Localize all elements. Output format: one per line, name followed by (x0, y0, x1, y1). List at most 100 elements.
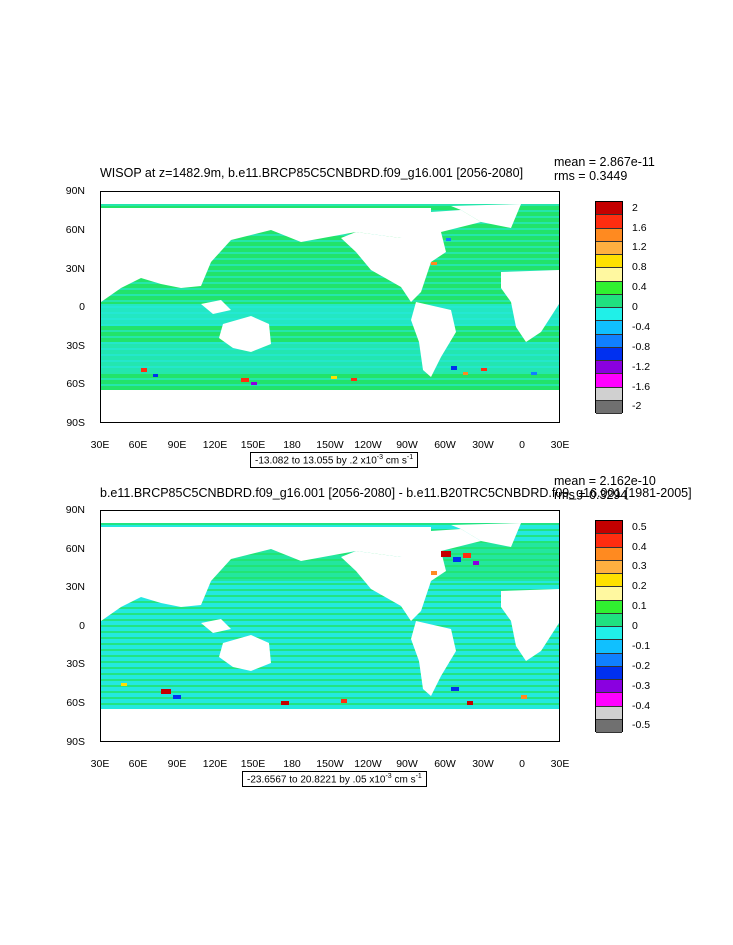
lat-label-30s: 30S (66, 340, 85, 352)
colorbar-swatch (596, 387, 622, 401)
lon-label-60w-2: 60W (434, 758, 456, 770)
lon-label-0-2: 0 (519, 758, 525, 770)
lon-label-120w: 120W (354, 439, 382, 451)
lon-label-150e-2: 150E (240, 758, 266, 770)
colorbar-label: 0.8 (632, 261, 647, 274)
colorbar-label: -0.1 (632, 639, 651, 652)
lat-label-0-2: 0 (79, 620, 85, 632)
lon-label-90w: 90W (396, 439, 418, 451)
colorbar-swatch (596, 613, 622, 627)
lon-label-60w: 60W (434, 439, 456, 451)
lat-label-90n: 90N (65, 185, 85, 197)
colorbar-swatch (596, 361, 622, 375)
lon-label-150w-2: 150W (316, 758, 344, 770)
panel-2-range-text: -23.6567 to 20.8221 by .05 x10 (247, 774, 386, 786)
panel-2-title: b.e11.BRCP85C5CNBDRD.f09_g16.001 [2056-2… (100, 486, 692, 500)
lon-label-30e-2: 30E (90, 758, 110, 770)
panel-1-map (100, 191, 560, 423)
panel-1-map-svg (101, 192, 559, 422)
panel-1-rms: rms = 0.3449 (554, 169, 628, 183)
panel-1-range-text: -13.082 to 13.055 by .2 x10 (255, 455, 377, 467)
colorbar-swatch (596, 347, 622, 361)
colorbar-label: -0.4 (632, 699, 651, 712)
colorbar-swatch (596, 321, 622, 335)
lon-label-150e: 150E (240, 439, 266, 451)
colorbar-swatch (596, 228, 622, 242)
colorbar-label: -0.3 (632, 679, 651, 692)
colorbar-label: 0.2 (632, 580, 647, 593)
lat-label-60n-2: 60N (65, 543, 85, 555)
lon-label-90e-2: 90E (167, 758, 187, 770)
panel-2-range-unit-exp: -1 (415, 773, 422, 780)
lat-label-30s-2: 30S (66, 658, 85, 670)
lat-label-60s: 60S (66, 378, 85, 390)
colorbar-swatch (596, 680, 622, 694)
panel-2-range-exp: -3 (385, 773, 392, 780)
colorbar-label: 0.1 (632, 600, 647, 613)
lon-label-90w-2: 90W (396, 758, 418, 770)
colorbar-label: 0 (632, 620, 638, 632)
colorbar-swatch (596, 294, 622, 308)
colorbar-swatch (596, 215, 622, 229)
colorbar-swatch (596, 640, 622, 654)
lon-label-30w-2: 30W (472, 758, 494, 770)
panel-2-range-label: -23.6567 to 20.8221 by .05 x10-3 cm s-1 (242, 771, 427, 788)
colorbar-swatch (596, 719, 622, 733)
lon-label-120e-2: 120E (202, 758, 228, 770)
colorbar-swatch (596, 627, 622, 641)
colorbar-swatch (596, 534, 622, 548)
lon-label-120e: 120E (202, 439, 228, 451)
colorbar-swatch (596, 706, 622, 720)
lat-label-90s: 90S (66, 417, 85, 429)
panel-2-mean: mean = 2.162e-10 (554, 474, 656, 488)
lat-label-0: 0 (79, 301, 85, 313)
colorbar-swatch (596, 241, 622, 255)
lon-label-90e: 90E (167, 439, 187, 451)
panel-1-mean: mean = 2.867e-11 (554, 155, 655, 169)
panel-2-range-unit: cm s (391, 774, 416, 786)
panel-2-colorbar (595, 520, 623, 733)
lon-label-180-2: 180 (283, 758, 301, 770)
colorbar-label: -1.6 (632, 380, 651, 393)
colorbar-swatch (596, 547, 622, 561)
panel-2-map (100, 510, 560, 742)
panel-1-range-exp: -3 (376, 454, 383, 461)
panel-1-title: WISOP at z=1482.9m, b.e11.BRCP85C5CNBDRD… (100, 166, 524, 180)
colorbar-label: 1.2 (632, 241, 647, 254)
lon-label-0: 0 (519, 439, 525, 451)
colorbar-label: 1.6 (632, 221, 647, 234)
colorbar-swatch (596, 600, 622, 614)
colorbar-label: -0.5 (632, 719, 651, 732)
colorbar-swatch (596, 334, 622, 348)
lat-label-90n-2: 90N (65, 504, 85, 516)
colorbar-label: -0.8 (632, 340, 651, 353)
colorbar-swatch (596, 587, 622, 601)
colorbar-swatch (596, 281, 622, 295)
panel-1-range-label: -13.082 to 13.055 by .2 x10-3 cm s-1 (250, 452, 419, 469)
colorbar-swatch (596, 374, 622, 388)
colorbar-swatch (596, 202, 622, 216)
colorbar-label: -0.2 (632, 659, 651, 672)
colorbar-label: -2 (632, 400, 642, 413)
lon-label-150w: 150W (316, 439, 344, 451)
lon-label-180: 180 (283, 439, 301, 451)
colorbar-label: -0.4 (632, 320, 651, 333)
lat-label-60s-2: 60S (66, 697, 85, 709)
colorbar-label: 2 (632, 201, 638, 214)
lat-label-60n: 60N (65, 224, 85, 236)
lon-label-30e: 30E (90, 439, 110, 451)
lat-label-30n-2: 30N (65, 581, 85, 593)
lon-label-60e: 60E (128, 439, 148, 451)
panel-1-colorbar (595, 201, 623, 414)
colorbar-label: 0.4 (632, 540, 647, 553)
colorbar-swatch (596, 653, 622, 667)
colorbar-label: 0.4 (632, 281, 647, 294)
colorbar-swatch (596, 268, 622, 282)
panel-2-rms: rms = 0.3294 (554, 488, 628, 502)
lat-label-90s-2: 90S (66, 736, 85, 748)
colorbar-label: 0.5 (632, 520, 647, 533)
colorbar-swatch (596, 560, 622, 574)
colorbar-swatch (596, 400, 622, 414)
lat-label-30n: 30N (65, 263, 85, 275)
colorbar-label: 0 (632, 301, 638, 313)
